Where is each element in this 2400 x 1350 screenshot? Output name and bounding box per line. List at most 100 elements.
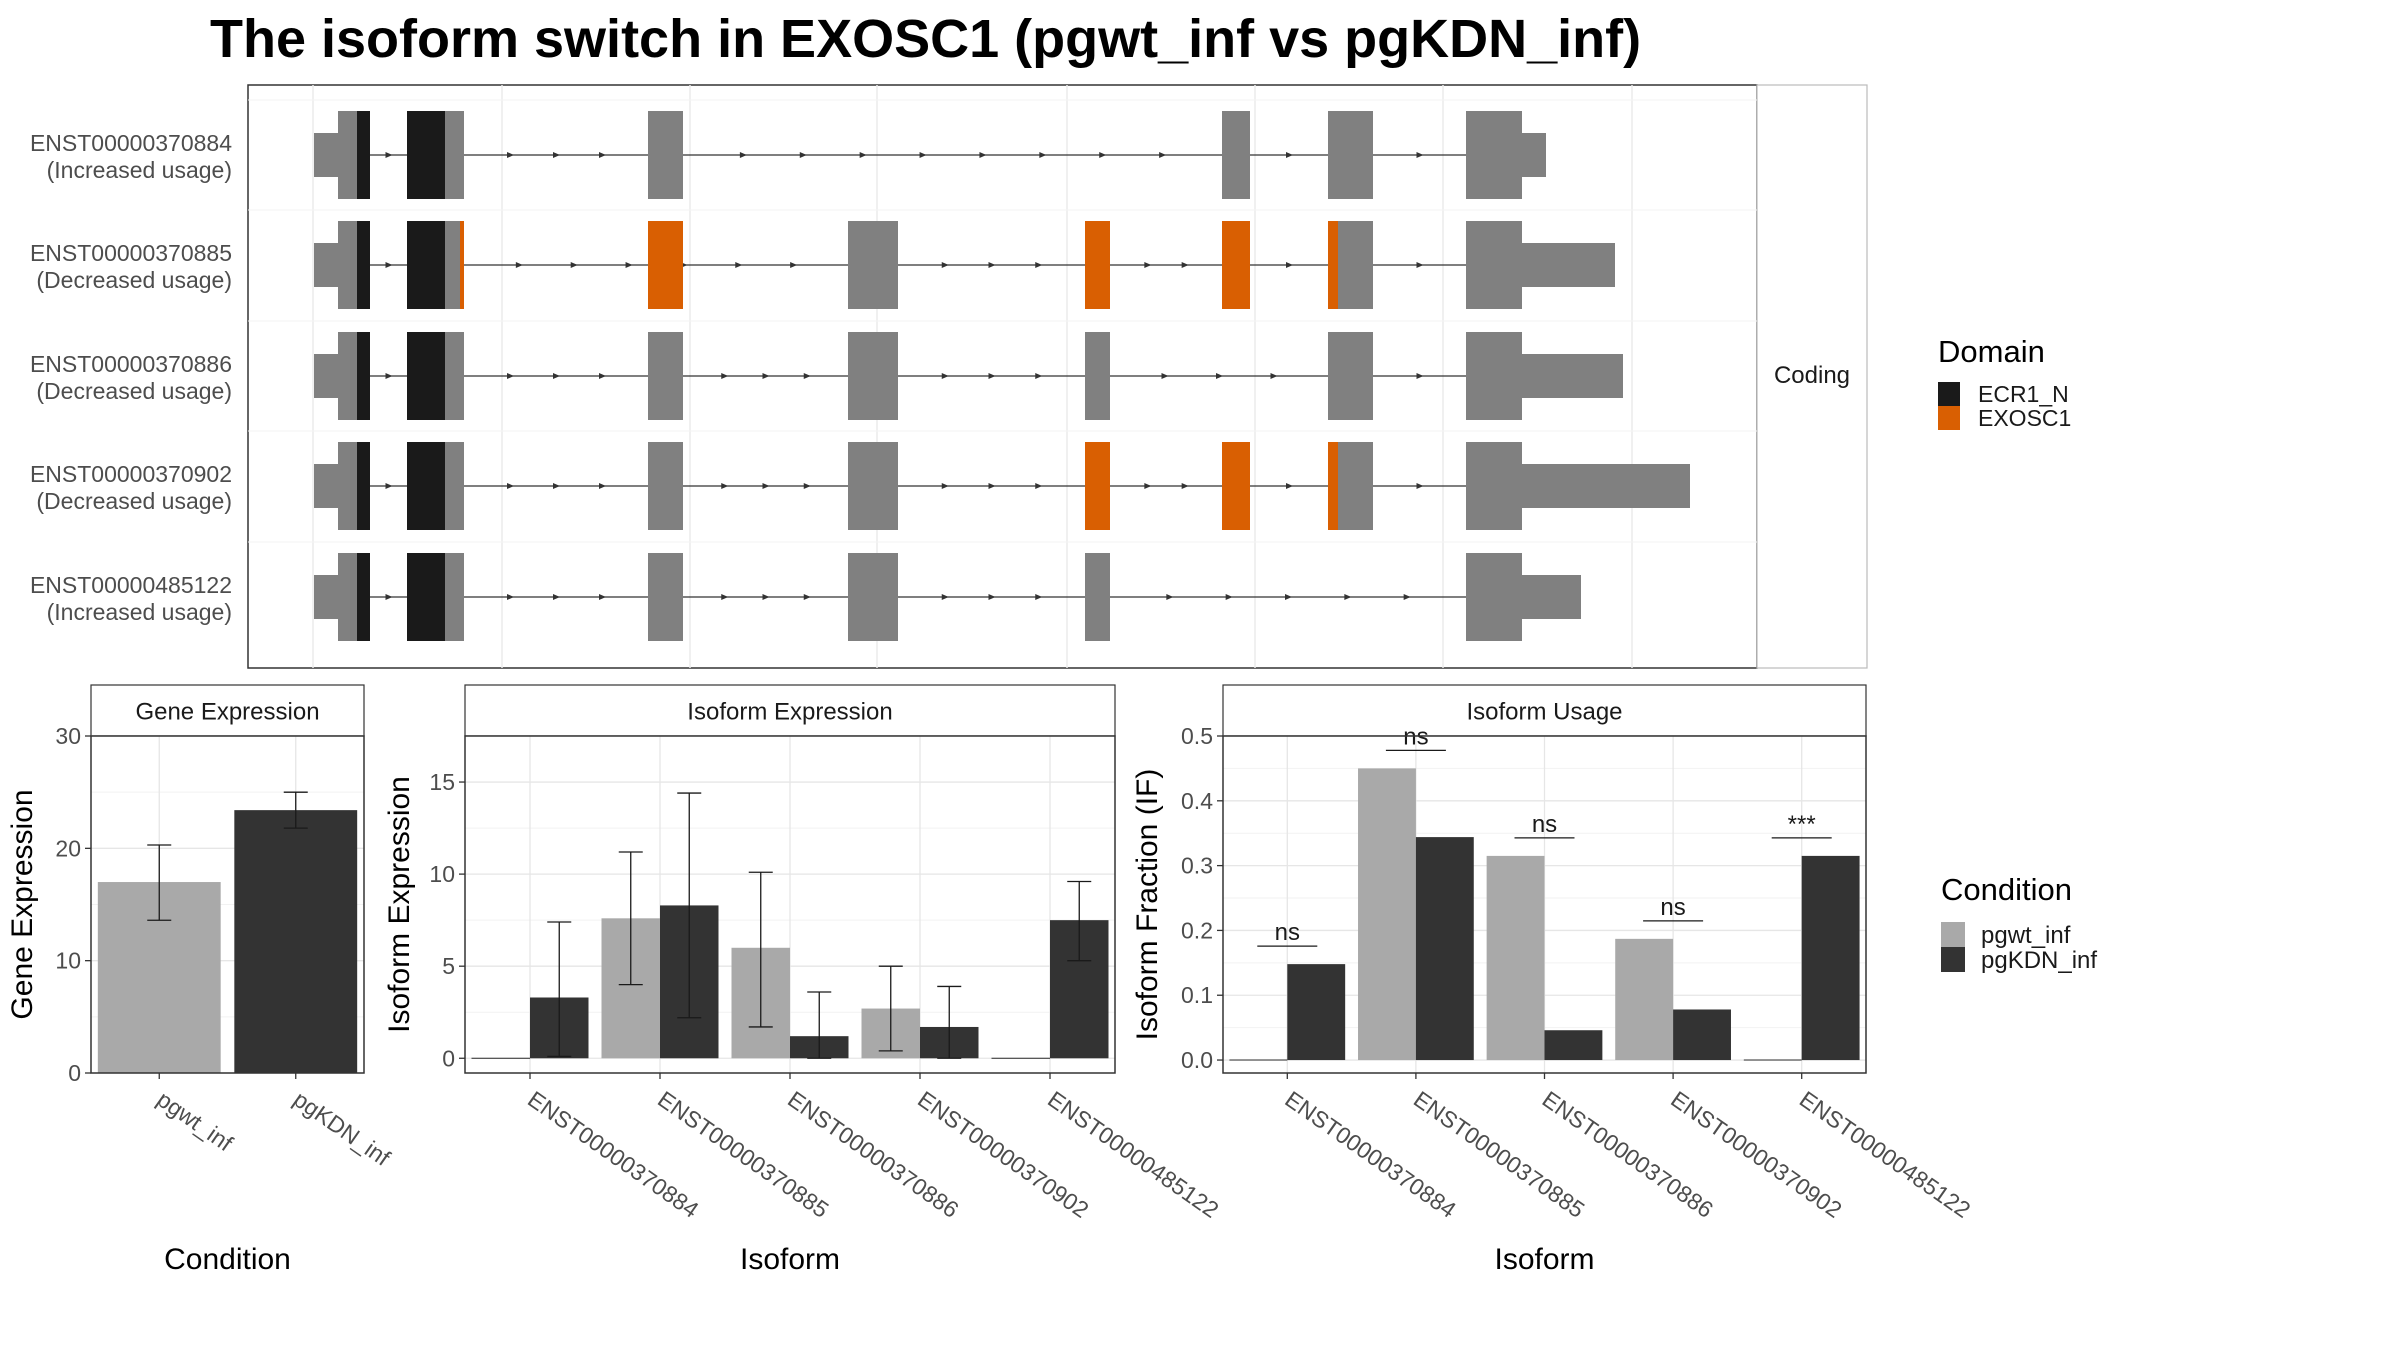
intron-arrow (1416, 262, 1424, 268)
exon (848, 332, 898, 420)
utr-3prime (1522, 133, 1546, 177)
intron-arrow (570, 262, 578, 268)
exon-last (1466, 221, 1522, 309)
intron-arrow (553, 594, 560, 600)
y-axis-title: Gene Expression (6, 789, 39, 1019)
intron-arrow (1035, 373, 1043, 379)
domain-legend-key (1938, 406, 1960, 430)
exon (648, 332, 683, 420)
intron-arrow (1039, 152, 1047, 158)
condition-legend-title: Condition (1941, 872, 2072, 907)
utr-3prime (1522, 354, 1623, 398)
exon (1328, 332, 1373, 420)
y-tick-label: 0 (442, 1045, 455, 1071)
exon (1222, 111, 1250, 199)
y-tick-label: 0.1 (1181, 982, 1213, 1008)
intron-arrow (1416, 152, 1424, 158)
intron-arrow (1035, 262, 1043, 268)
y-axis-title: Isoform Expression (383, 776, 416, 1033)
exon (648, 553, 683, 641)
intron-arrow (803, 594, 811, 600)
intron-arrow (762, 373, 770, 379)
utr-5prime (314, 133, 338, 177)
domain-ecr1-n (357, 332, 370, 420)
intron-arrow (1286, 262, 1293, 268)
panel-strip (90, 684, 365, 737)
domain-exosc1 (1328, 221, 1338, 309)
transcript-usage-label: (Increased usage) (47, 157, 232, 183)
bar (1673, 1009, 1731, 1061)
domain-exosc1 (1085, 442, 1110, 530)
intron-arrow (941, 373, 949, 379)
transcript-id-label: ENST00000370902 (30, 461, 232, 487)
y-tick-label: 5 (442, 953, 455, 979)
intron-arrow (599, 483, 606, 489)
utr-5prime (314, 243, 338, 287)
exon (848, 221, 898, 309)
intron-arrow (507, 594, 514, 600)
panel-strip-label: Gene Expression (135, 699, 319, 726)
intron-arrow (1166, 594, 1174, 600)
intron-arrow (507, 373, 514, 379)
significance-label: ns (1660, 894, 1685, 921)
condition-legend-key (1941, 947, 1965, 972)
intron-arrow (385, 152, 393, 158)
intron-arrow (1035, 594, 1043, 600)
bar (1358, 768, 1416, 1061)
intron-arrow (941, 594, 949, 600)
utr-5prime (314, 464, 338, 508)
domain-ecr1-n (357, 221, 370, 309)
condition-legend-label: pgKDN_inf (1981, 947, 2097, 974)
y-tick-label: 0.0 (1181, 1047, 1213, 1073)
exon (848, 553, 898, 641)
intron-arrow (507, 483, 514, 489)
intron-arrow (507, 152, 514, 158)
significance-label: ns (1532, 811, 1557, 838)
intron-arrow (385, 373, 393, 379)
intron-arrow (790, 262, 798, 268)
intron-arrow (1144, 483, 1152, 489)
facet-label: Coding (1774, 362, 1850, 389)
intron-arrow (625, 262, 633, 268)
x-tick-label: pgwt_inf (152, 1086, 238, 1157)
intron-arrow (988, 373, 996, 379)
y-tick-label: 0 (68, 1060, 81, 1086)
domain-ecr1-n (407, 553, 445, 641)
domain-exosc1 (1328, 442, 1338, 530)
domain-exosc1 (460, 221, 464, 309)
isoform-usage-panel: Isoform Usage ns ns ns ns *** 0.0 0.1 0.2 0.3 0.4 0… (1131, 684, 1975, 1276)
intron-arrow (859, 152, 867, 158)
intron-arrow (988, 483, 996, 489)
exon (1328, 111, 1373, 199)
transcript-usage-label: (Decreased usage) (36, 267, 232, 293)
bar (1486, 855, 1545, 1061)
bar (1415, 837, 1474, 1061)
y-tick-label: 0.4 (1181, 788, 1213, 814)
significance-label: ns (1403, 723, 1428, 750)
intron-arrow (553, 373, 560, 379)
domain-exosc1 (1085, 221, 1110, 309)
domain-ecr1-n (407, 221, 445, 309)
plot-border (90, 735, 365, 1074)
intron-arrow (515, 262, 523, 268)
transcript-usage-label: (Decreased usage) (36, 488, 232, 514)
chart-title: The isoform switch in EXOSC1 (pgwt_inf v… (210, 9, 1641, 69)
exon (648, 442, 683, 530)
domain-ecr1-n (357, 553, 370, 641)
intron-arrow (1285, 594, 1292, 600)
intron-arrow (803, 483, 811, 489)
intron-arrow (1286, 152, 1293, 158)
exon-last (1466, 442, 1522, 530)
domain-exosc1 (1222, 221, 1250, 309)
bar (234, 810, 358, 1073)
y-tick-label: 0.2 (1181, 917, 1213, 943)
y-axis-title: Isoform Fraction (IF) (1131, 769, 1164, 1041)
x-axis-title: Condition (164, 1243, 291, 1276)
structure-facet-strip (1756, 84, 1868, 669)
intron-arrow (721, 483, 729, 489)
bar (1801, 855, 1860, 1061)
domain-ecr1-n (357, 442, 370, 530)
domain-ecr1-n (407, 442, 445, 530)
intron-arrow (599, 152, 606, 158)
